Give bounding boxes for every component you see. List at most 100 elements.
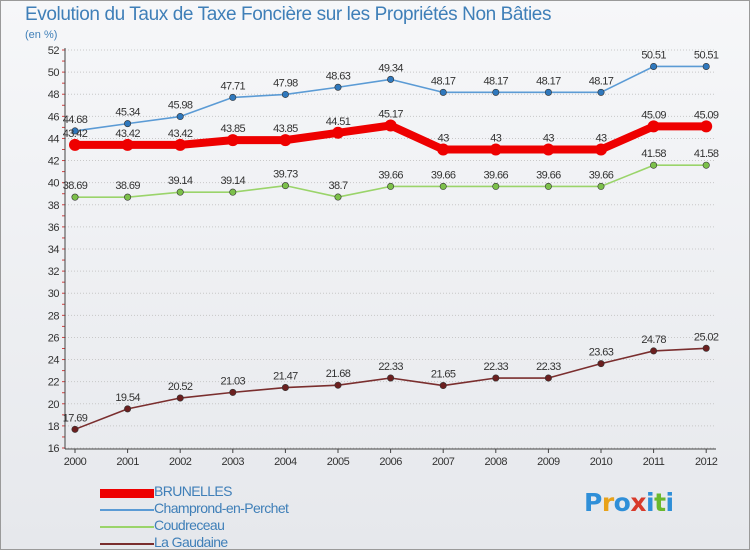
data-point: [439, 382, 447, 390]
y-tick-label: 36: [48, 222, 60, 234]
data-point: [229, 188, 237, 196]
x-tick-label: 2009: [537, 456, 560, 468]
data-point: [597, 360, 605, 368]
data-label: 45.17: [378, 109, 403, 121]
data-label: 43.85: [221, 123, 246, 135]
data-point: [702, 344, 710, 352]
y-tick-label: 16: [48, 443, 60, 455]
data-label: 25.02: [694, 331, 719, 343]
y-tick-label: 50: [48, 67, 60, 79]
chart-title: Evolution du Taux de Taxe Foncière sur l…: [25, 4, 552, 25]
x-tick-label: 2012: [695, 456, 718, 468]
data-label: 43: [490, 133, 502, 145]
data-label: 45.09: [694, 109, 719, 121]
data-label: 47.98: [273, 77, 298, 89]
data-label: 20.52: [168, 381, 193, 393]
logo-letter: t: [654, 488, 666, 517]
data-label: 48.17: [484, 75, 509, 87]
data-label: 50.51: [641, 49, 666, 61]
data-label: 38.69: [63, 180, 88, 192]
x-tick-label: 2004: [274, 456, 297, 468]
data-point: [71, 425, 79, 433]
legend-label: La Gaudaine: [154, 534, 228, 550]
data-label: 45.09: [641, 109, 666, 121]
y-tick-label: 28: [48, 310, 60, 322]
x-tick-label: 2007: [432, 456, 455, 468]
data-point: [71, 193, 79, 201]
data-label: 21.65: [431, 369, 456, 381]
data-label: 43: [438, 133, 450, 145]
logo-letter: o: [613, 488, 631, 517]
data-point: [229, 93, 237, 101]
legend-swatch: [100, 509, 154, 511]
data-label: 39.66: [589, 169, 614, 181]
logo-letter: r: [601, 488, 614, 517]
data-point: [492, 88, 500, 96]
data-label: 44.51: [326, 116, 351, 128]
data-label: 22.33: [484, 361, 509, 373]
data-point: [650, 62, 658, 70]
data-label: 22.33: [378, 361, 403, 373]
data-label: 39.66: [536, 169, 561, 181]
legend-label: BRUNELLES: [154, 483, 232, 499]
data-point: [174, 138, 187, 151]
legend-swatch: [100, 543, 154, 545]
data-label: 43.42: [63, 128, 88, 140]
data-label: 48.17: [589, 75, 614, 87]
data-label: 39.66: [484, 169, 509, 181]
data-point: [124, 193, 132, 201]
data-point: [176, 113, 184, 121]
data-point: [702, 161, 710, 169]
data-label: 48.17: [431, 75, 456, 87]
data-point: [702, 62, 710, 70]
y-tick-label: 48: [48, 89, 60, 101]
data-point: [595, 143, 607, 156]
data-label: 50.51: [694, 49, 719, 61]
data-label: 43.42: [115, 128, 140, 140]
data-point: [439, 88, 447, 96]
data-label: 45.98: [168, 100, 193, 112]
data-label: 48.17: [536, 75, 561, 87]
data-point: [597, 182, 605, 190]
data-point: [437, 143, 450, 156]
y-tick-label: 40: [48, 178, 60, 190]
y-tick-label: 30: [48, 288, 60, 300]
y-tick-label: 26: [48, 332, 60, 344]
data-point: [279, 134, 292, 147]
x-tick-label: 2002: [169, 456, 192, 468]
data-point: [544, 182, 552, 190]
brand-logo: Proxiti: [584, 488, 674, 517]
data-point: [387, 374, 395, 382]
data-label: 22.33: [536, 361, 561, 373]
data-point: [492, 182, 500, 190]
data-label: 39.14: [221, 175, 246, 187]
legend-swatch: [100, 526, 154, 528]
data-point: [281, 182, 289, 190]
data-label: 41.58: [641, 148, 666, 160]
data-point: [544, 88, 552, 96]
data-point: [229, 388, 237, 396]
data-point: [121, 138, 134, 151]
data-label: 38.7: [328, 180, 347, 192]
data-point: [176, 188, 184, 196]
data-label: 39.66: [431, 169, 456, 181]
y-tick-label: 32: [48, 266, 60, 278]
data-point: [542, 143, 555, 156]
data-label: 43: [595, 133, 607, 145]
data-point: [650, 161, 658, 169]
data-point: [226, 134, 239, 147]
data-label: 48.63: [326, 70, 351, 82]
x-tick-label: 2000: [64, 456, 87, 468]
grid-lines: [65, 49, 716, 449]
data-label: 44.68: [63, 114, 88, 126]
data-point: [597, 88, 605, 96]
data-point: [492, 374, 500, 382]
data-label: 24.78: [641, 334, 666, 346]
data-point: [334, 381, 342, 389]
legend-label: Champrond-en-Perchet: [154, 500, 289, 516]
y-tick-label: 22: [48, 377, 60, 389]
data-label: 21.47: [273, 371, 298, 383]
logo-letter: i: [646, 488, 655, 517]
